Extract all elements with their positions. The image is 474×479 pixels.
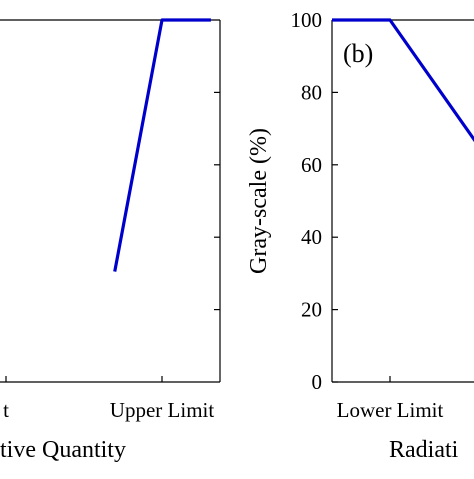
y-tick-label: 0 [312, 370, 323, 394]
x-tick-label: Lower Limit [337, 398, 444, 422]
x-axis-label: tive Quantity [0, 437, 126, 463]
x-axis-label: Radiati [389, 437, 459, 463]
y-tick-label: 100 [291, 8, 323, 32]
panel-a: t Upper Limit tive Quantity [0, 18, 221, 463]
y-tick-label: 80 [301, 80, 322, 104]
series-line [332, 18, 474, 143]
y-tick-label: 60 [301, 153, 322, 177]
panel-b: 0 20 40 60 80 100 Gray-scale (%) Lower Limit Rad… [246, 8, 474, 463]
panel-label: (b) [343, 39, 373, 68]
y-tick-label: 20 [301, 298, 322, 322]
x-tick-label: t [3, 398, 9, 422]
x-tick-label: Upper Limit [110, 398, 215, 422]
y-tick-label: 40 [301, 225, 322, 249]
y-axis-label: Gray-scale (%) [246, 128, 272, 274]
series-line [113, 18, 211, 272]
